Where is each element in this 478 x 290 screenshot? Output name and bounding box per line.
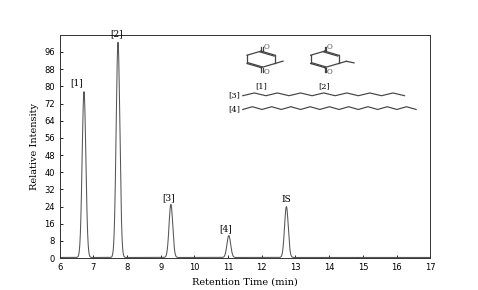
Text: IS: IS <box>282 195 291 204</box>
Text: [4]: [4] <box>220 224 232 233</box>
Text: [3]: [3] <box>228 92 240 100</box>
Text: [2]: [2] <box>110 29 123 38</box>
Text: [4]: [4] <box>228 106 240 113</box>
X-axis label: Retention Time (min): Retention Time (min) <box>192 278 298 287</box>
Text: O: O <box>327 68 333 76</box>
Text: [3]: [3] <box>162 193 174 202</box>
Text: [1]: [1] <box>255 82 267 90</box>
Text: [1]: [1] <box>70 78 83 87</box>
Text: [2]: [2] <box>319 82 330 90</box>
Y-axis label: Relative Intensity: Relative Intensity <box>30 103 39 190</box>
Text: O: O <box>263 68 269 76</box>
Text: O: O <box>327 43 333 51</box>
Text: O: O <box>263 43 269 51</box>
